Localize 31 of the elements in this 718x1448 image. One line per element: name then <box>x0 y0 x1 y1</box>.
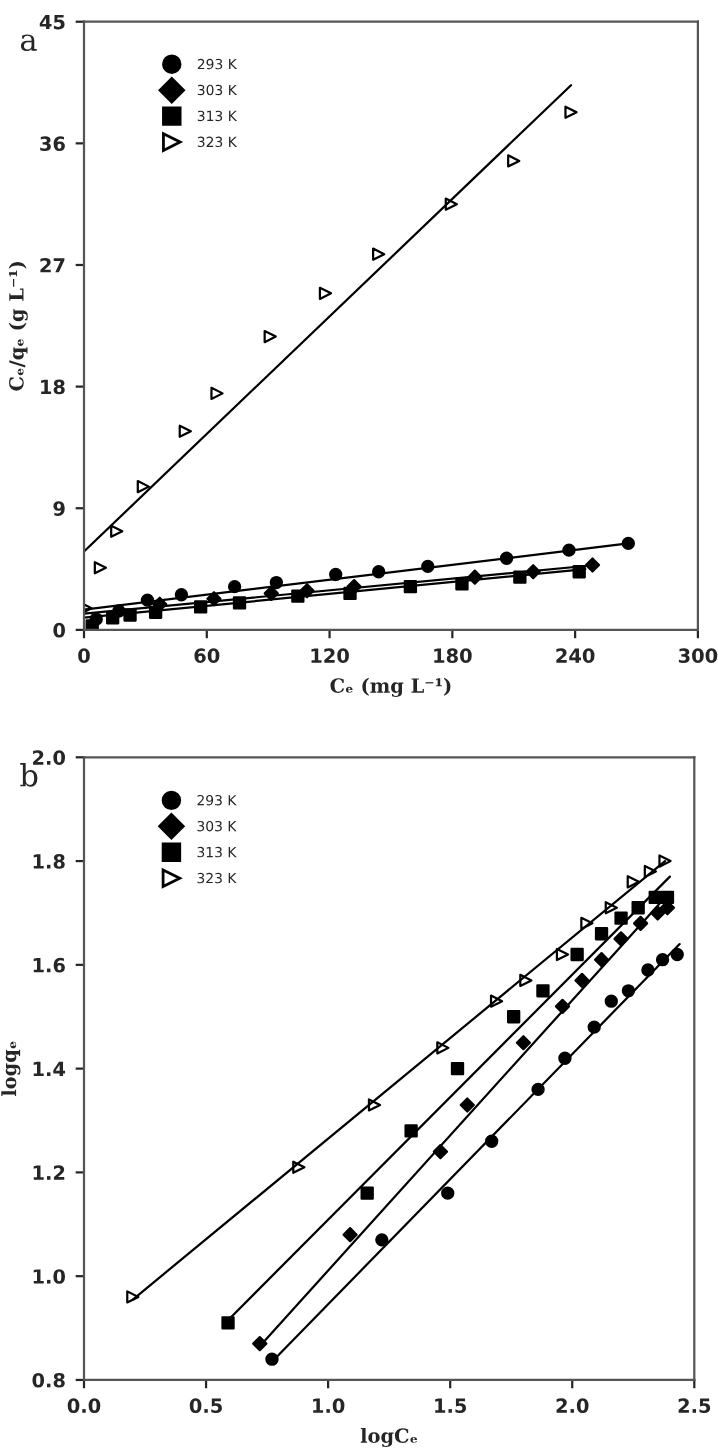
y-tick-label: 0.8 <box>32 1372 65 1388</box>
text: b <box>20 763 38 787</box>
y-tick-label: 45 <box>39 14 65 30</box>
x-axis-title: logCₑ <box>360 1427 418 1448</box>
x-tick-label: 60 <box>194 648 220 663</box>
y-tick-label: 1.2 <box>33 1165 65 1180</box>
x-axis-title: Cₑ (mg L⁻¹) <box>330 677 451 697</box>
y-tick-label: 9 <box>53 501 65 516</box>
x-tick-label: 0 <box>78 648 90 663</box>
x-tick-label: 300 <box>678 648 718 663</box>
x-tick-label: 1.5 <box>435 1398 467 1414</box>
x-tick-label: 240 <box>556 648 595 663</box>
y-tick-label: 2.0 <box>33 750 66 765</box>
x-tick-label: 2.5 <box>678 1398 711 1414</box>
y-tick-label: 0 <box>53 622 66 638</box>
x-tick-label: 2.0 <box>556 1398 589 1414</box>
y-axis-title: logqₑ <box>1 1041 21 1097</box>
y-axis-title: Cₑ/qₑ (g L⁻¹) <box>8 261 28 391</box>
y-tick-label: 27 <box>40 257 65 273</box>
x-tick-label: 1.0 <box>313 1398 345 1414</box>
y-tick-label: 1.0 <box>33 1269 66 1284</box>
x-tick-label: 180 <box>434 648 472 663</box>
y-tick-label: 1.8 <box>33 854 65 869</box>
y-tick-label: 36 <box>40 136 65 152</box>
x-tick-label: 120 <box>311 648 349 663</box>
x-tick-label: 0.5 <box>189 1398 222 1414</box>
y-tick-label: 18 <box>41 379 65 395</box>
y-tick-label: 1.4 <box>33 1061 66 1077</box>
text: a <box>20 34 37 52</box>
y-tick-label: 1.6 <box>33 957 65 973</box>
x-tick-label: 0.0 <box>67 1398 101 1414</box>
